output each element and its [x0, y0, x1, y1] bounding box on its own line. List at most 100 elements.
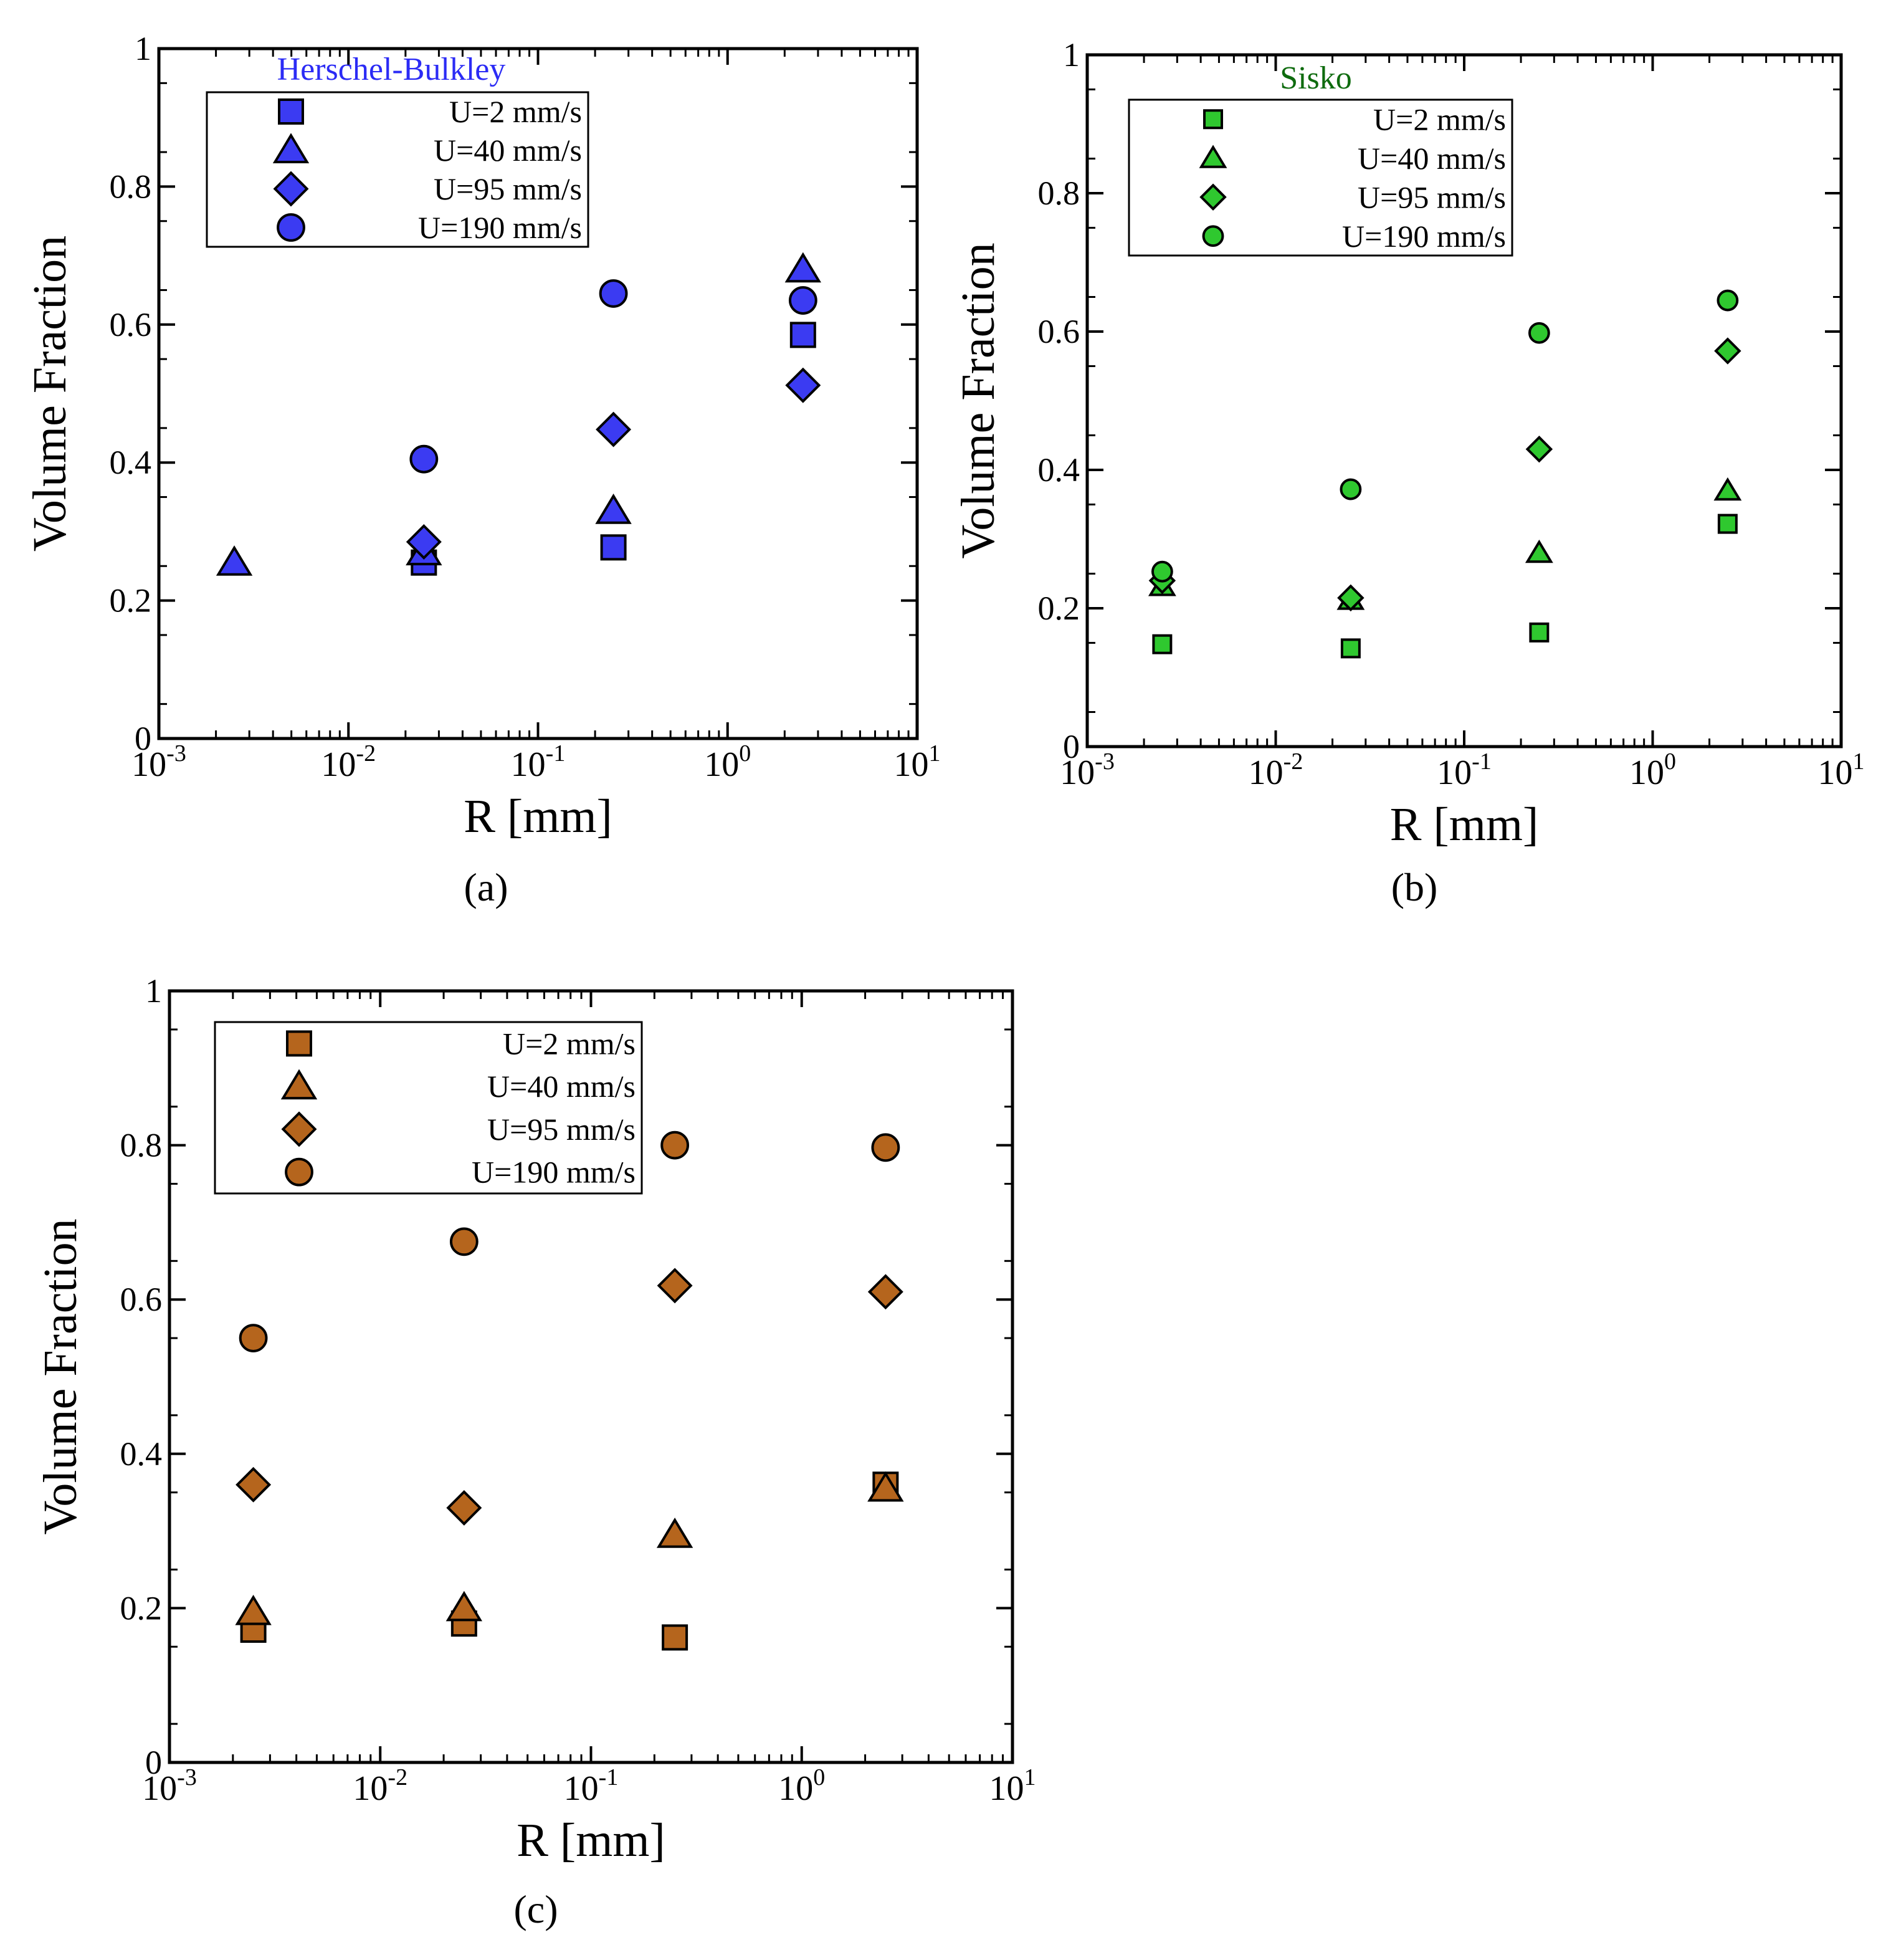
- legend-label-b: U=190 mm/s: [1342, 219, 1506, 254]
- x-axis-label-a: R [mm]: [464, 790, 612, 843]
- legend-marker-b-triangle: [1199, 145, 1227, 168]
- panel-label-a: (a): [464, 865, 508, 909]
- legend-b: U=2 mm/s U=40 mm/sU=95 mm/s U=190 mm/s: [1128, 98, 1513, 257]
- data-point-b-diamond: [1337, 584, 1364, 612]
- series-c-diamond: [236, 1268, 903, 1526]
- data-point-c-triangle: [235, 1594, 272, 1625]
- x-tick-label-c: 100: [778, 1764, 825, 1808]
- x-tick-label-c: 10-1: [564, 1764, 619, 1808]
- data-point-c-square: [662, 1624, 688, 1651]
- data-point-b-square: [1340, 638, 1361, 659]
- y-tick-label-a: 0.2: [110, 582, 152, 619]
- x-tick-label-b: 100: [1629, 748, 1676, 792]
- x-tick-label-a: 10-1: [511, 740, 566, 784]
- series-a-square: [411, 322, 816, 576]
- x-tick-label-b: 10-3: [1060, 748, 1115, 792]
- x-tick-label-b: 101: [1818, 748, 1865, 792]
- series-c-circle: [239, 1131, 900, 1353]
- legend-label-b: U=95 mm/s: [1358, 179, 1506, 214]
- x-axis-label-c: R [mm]: [517, 1814, 665, 1867]
- data-point-c-circle: [449, 1227, 479, 1256]
- legend-a: U=2 mm/s U=40 mm/sU=95 mm/s U=190 mm/s: [206, 91, 589, 248]
- legend-marker-c-diamond: [281, 1111, 317, 1147]
- legend-marker-a-square: [278, 98, 304, 125]
- y-tick-label-b: 0: [1063, 728, 1080, 765]
- series-c-square: [240, 1471, 899, 1651]
- x-axis-label-b: R [mm]: [1390, 798, 1539, 851]
- data-point-c-diamond: [446, 1489, 482, 1526]
- y-axis-label-b: Volume Fraction: [952, 242, 1004, 558]
- data-point-a-square: [600, 534, 627, 561]
- legend-box-a: [206, 91, 589, 248]
- data-point-b-circle: [1151, 560, 1173, 583]
- legend-label-a: U=2 mm/s: [449, 94, 582, 129]
- data-point-c-triangle: [445, 1590, 483, 1622]
- y-tick-label-c: 0.2: [120, 1589, 163, 1627]
- chart-panel-b: 10-3 10-2 10-1 100 101 0 0.2 0.4 0.6 0.8 1 R [mm] Vo…: [952, 36, 1865, 851]
- y-axis-label-a: Volume Fraction: [24, 236, 76, 552]
- data-point-b-square: [1152, 634, 1173, 654]
- legend-box-b: [1128, 98, 1513, 257]
- data-point-a-circle: [409, 444, 439, 474]
- y-tick-label-a: 0.8: [110, 168, 152, 205]
- y-tick-label-b: 0.6: [1038, 313, 1080, 350]
- data-point-c-triangle: [656, 1518, 693, 1548]
- data-point-b-circle: [1528, 322, 1550, 344]
- x-tick-label-b: 10-1: [1437, 748, 1492, 792]
- series-b-square: [1152, 514, 1738, 659]
- data-point-b-triangle: [1713, 477, 1742, 501]
- x-tick-label-a: 101: [894, 740, 941, 784]
- chart-title-a: Herschel-Bulkley: [277, 52, 506, 87]
- data-point-b-triangle: [1525, 539, 1553, 563]
- data-point-c-circle: [239, 1324, 268, 1353]
- data-point-b-diamond: [1525, 435, 1553, 463]
- y-tick-label-b: 0.2: [1038, 590, 1080, 627]
- y-tick-label-c: 0: [145, 1744, 162, 1781]
- x-tick-label-c: 10-3: [142, 1764, 197, 1808]
- chart-title-b: Sisko: [1280, 60, 1352, 96]
- legend-marker-c-circle: [285, 1157, 313, 1187]
- series-b-diamond: [1148, 337, 1741, 612]
- legend-label-c: U=40 mm/s: [487, 1069, 636, 1104]
- series-a-triangle: [216, 252, 822, 576]
- legend-label-b: U=40 mm/s: [1358, 141, 1506, 176]
- data-point-a-triangle: [784, 252, 822, 283]
- series-c-triangle: [235, 1471, 904, 1625]
- legend-label-c: U=95 mm/s: [487, 1112, 636, 1147]
- y-tick-label-a: 0.6: [110, 306, 152, 343]
- panel-label-b: (b): [1391, 865, 1438, 909]
- x-tick-label-a: 100: [704, 740, 751, 784]
- data-point-a-circle: [599, 279, 628, 308]
- legend-marker-a-diamond: [273, 171, 309, 207]
- data-point-a-triangle: [216, 545, 253, 576]
- data-point-b-square: [1529, 622, 1550, 643]
- y-tick-label-a: 0: [135, 720, 151, 757]
- data-point-c-diamond: [657, 1268, 693, 1304]
- data-point-a-square: [789, 322, 816, 348]
- legend-c: U=2 mm/s U=40 mm/s U=95 mm/s U=190 mm/s: [214, 1021, 643, 1195]
- legend-marker-c-triangle: [280, 1069, 318, 1100]
- y-tick-label-a: 0.4: [110, 444, 152, 481]
- legend-label-c: U=190 mm/s: [472, 1155, 636, 1190]
- y-tick-label-c: 0.8: [120, 1127, 163, 1164]
- data-point-c-diamond: [867, 1274, 903, 1310]
- legend-label-a: U=40 mm/s: [434, 133, 582, 168]
- legend-marker-a-circle: [277, 213, 305, 242]
- y-tick-label-c: 0.6: [120, 1281, 163, 1318]
- data-point-a-diamond: [406, 524, 442, 560]
- data-point-a-diamond: [785, 367, 821, 403]
- data-point-b-circle: [1340, 478, 1362, 500]
- data-point-c-circle: [660, 1131, 690, 1160]
- data-point-a-circle: [788, 286, 817, 315]
- charts-group: 10-3 10-2 10-1 100 101 0 0.2 0.4 0.6 0.8 1 R [mm] Vo…: [24, 30, 1865, 1867]
- panel-label-c: (c): [513, 1887, 558, 1931]
- data-point-c-diamond: [236, 1466, 272, 1503]
- legend-label-a: U=190 mm/s: [418, 210, 582, 245]
- x-tick-label-c: 10-2: [353, 1764, 407, 1808]
- legend-label-c: U=2 mm/s: [503, 1026, 636, 1061]
- legend-marker-b-square: [1203, 109, 1223, 130]
- series-a-diamond: [406, 367, 821, 560]
- y-tick-label-a: 1: [135, 30, 151, 67]
- chart-panel-a: 10-3 10-2 10-1 100 101 0 0.2 0.4 0.6 0.8 1 R [mm] Vo…: [24, 30, 941, 843]
- legend-marker-b-circle: [1202, 225, 1224, 247]
